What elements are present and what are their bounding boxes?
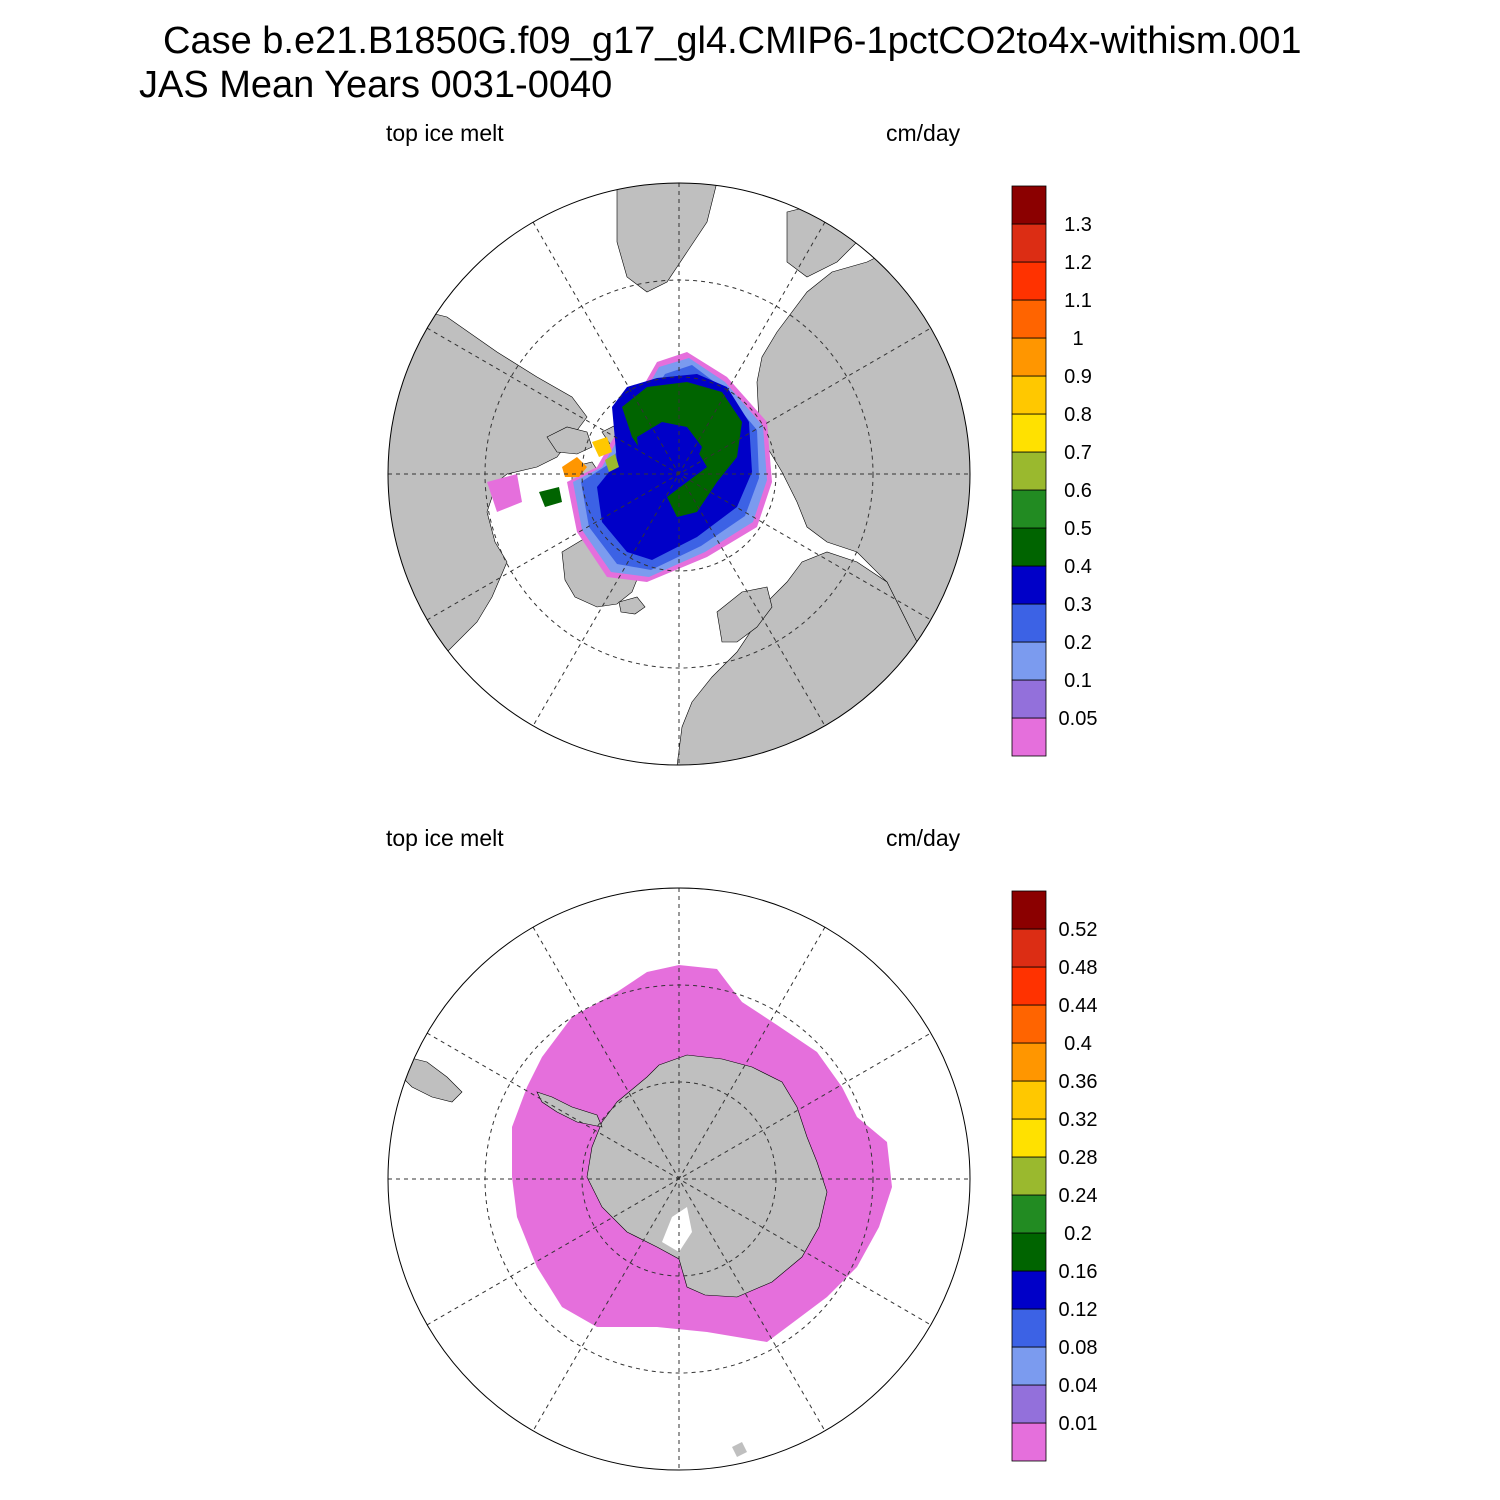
colorbar-swatch: [1011, 299, 1047, 339]
colorbar-swatch: [1011, 185, 1047, 225]
colorbar-tick-label: 0.9: [1064, 366, 1092, 388]
south-colorbar: 0.01 0.04 0.08 0.12 0.16 0.2 0.24 0.28 0.32 0.36 0…: [1011, 890, 1098, 1462]
ice-melt-warm-patch-yellow: [592, 437, 612, 457]
colorbar-tick-label: 1.2: [1064, 252, 1092, 274]
colorbar-tick-label: 0.5: [1064, 518, 1092, 540]
colorbar-swatch: [1011, 603, 1047, 643]
ice-melt-warm-patch-olive: [605, 454, 619, 472]
colorbar-tick-label: 0.36: [1059, 1071, 1098, 1093]
colorbar-swatch: [1011, 337, 1047, 377]
colorbar-tick-label: 0.8: [1064, 404, 1092, 426]
north-units-label: cm/day: [886, 120, 961, 146]
colorbar-tick-label: 0.08: [1059, 1337, 1098, 1359]
map-border: [387, 887, 971, 1471]
colorbar-swatch: [1011, 928, 1047, 968]
colorbar-tick-label: 0.16: [1059, 1261, 1098, 1283]
antarctic-peninsula-land: [536, 1091, 603, 1128]
colorbar-tick-label: 0.24: [1059, 1185, 1098, 1207]
south-units-label: cm/day: [886, 825, 961, 851]
colorbar-tick-label: 0.05: [1059, 708, 1098, 730]
ice-melt-baffin-green: [539, 487, 562, 507]
colorbar-tick-label: 0.1: [1064, 670, 1092, 692]
colorbar-tick-label: 0.4: [1064, 556, 1092, 578]
colorbar-swatch: [1011, 451, 1047, 491]
colorbar-tick-label: 0.32: [1059, 1109, 1098, 1131]
colorbar-swatch: [1011, 1194, 1047, 1234]
lat-lon-gridlines: [388, 183, 970, 765]
colorbar-swatch: [1011, 966, 1047, 1006]
colorbar-swatch: [1011, 1346, 1047, 1386]
colorbar-tick-label: 0.4: [1064, 1033, 1092, 1055]
scandinavia-land: [716, 586, 773, 643]
ice-melt-dark-green: [622, 382, 742, 517]
colorbar-swatch: [1011, 261, 1047, 301]
colorbar-swatch: [1011, 1004, 1047, 1044]
colorbar-swatch: [1011, 1384, 1047, 1424]
colorbar-swatch: [1011, 1156, 1047, 1196]
figure-title-case: Case b.e21.B1850G.f09_g17_gl4.CMIP6-1pct…: [163, 20, 1302, 62]
colorbar-tick-label: 0.28: [1059, 1147, 1098, 1169]
antarctic-polar-map: [387, 887, 971, 1471]
colorbar-tick-label: 0.3: [1064, 594, 1092, 616]
colorbar-tick-label: 1.3: [1064, 214, 1092, 236]
colorbar-tick-label: 0.2: [1064, 1223, 1092, 1245]
colorbar-swatch: [1011, 1042, 1047, 1082]
iceland-land: [618, 596, 646, 615]
colorbar-tick-label: 1: [1072, 328, 1083, 350]
colorbar-swatch: [1011, 565, 1047, 605]
colorbar-swatch: [1011, 890, 1047, 930]
ross-sea-gap: [662, 1207, 692, 1252]
south-variable-label: top ice melt: [386, 825, 504, 851]
colorbar-tick-label: 0.6: [1064, 480, 1092, 502]
colorbar-swatch: [1011, 641, 1047, 681]
arctic-polar-map: [387, 182, 971, 766]
colorbar-tick-label: 0.52: [1059, 919, 1098, 941]
small-island-land: [732, 1442, 747, 1457]
colorbar-swatch: [1011, 413, 1047, 453]
colorbar-tick-label: 0.2: [1064, 632, 1092, 654]
colorbar-tick-label: 1.1: [1064, 290, 1092, 312]
ice-melt-dark-blue-core: [637, 422, 702, 482]
colorbar-tick-label: 0.12: [1059, 1299, 1098, 1321]
colorbar-tick-label: 0.04: [1059, 1375, 1098, 1397]
colorbar-swatch: [1011, 1308, 1047, 1348]
colorbar-swatch: [1011, 1118, 1047, 1158]
colorbar-swatch: [1011, 1232, 1047, 1272]
lat-lon-gridlines: [388, 888, 970, 1470]
colorbar-swatch: [1011, 527, 1047, 567]
colorbar-swatch: [1011, 1422, 1047, 1462]
colorbar-swatch: [1011, 223, 1047, 263]
ice-melt-baffin-pink: [487, 474, 522, 512]
map-border: [387, 182, 971, 766]
colorbar-tick-label: 0.48: [1059, 957, 1098, 979]
colorbar-swatch: [1011, 375, 1047, 415]
colorbar-tick-label: 0.01: [1059, 1413, 1098, 1435]
colorbar-tick-label: 0.44: [1059, 995, 1098, 1017]
colorbar-swatch: [1011, 1270, 1047, 1310]
alaska-land: [616, 183, 718, 293]
colorbar-swatch: [1011, 679, 1047, 719]
north-variable-label: top ice melt: [386, 120, 504, 146]
north-colorbar: 0.05 0.1 0.2 0.3 0.4 0.5 0.6 0.7 0.8 0.9 1 1.1 1.2 1.…: [1011, 185, 1098, 757]
colorbar-swatch: [1011, 1080, 1047, 1120]
colorbar-swatch: [1011, 717, 1047, 757]
colorbar-tick-label: 0.7: [1064, 442, 1092, 464]
colorbar-swatch: [1011, 489, 1047, 529]
figure-title-period: JAS Mean Years 0031-0040: [139, 64, 613, 106]
ice-melt-warm-patch-orange: [562, 457, 587, 477]
